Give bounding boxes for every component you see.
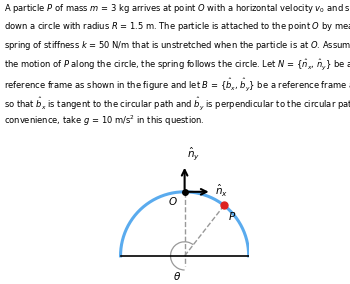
Text: A particle $P$ of mass $m$ = 3 kg arrives at point $O$ with a horizontal velocit: A particle $P$ of mass $m$ = 3 kg arrive… (4, 2, 350, 14)
Text: reference frame as shown in the figure and let $B$ = {$\hat{b}_x$, $\hat{b}_y$} : reference frame as shown in the figure a… (4, 76, 350, 93)
Text: $\hat{n}_x$: $\hat{n}_x$ (215, 183, 229, 199)
Text: $\theta$: $\theta$ (174, 270, 182, 283)
Text: down a circle with radius $R$ = 1.5 m. The particle is attached to the point $O$: down a circle with radius $R$ = 1.5 m. T… (4, 20, 350, 33)
Text: convenience, take $g$ = 10 m/s$^2$ in this question.: convenience, take $g$ = 10 m/s$^2$ in th… (4, 114, 205, 128)
Text: $\hat{n}_y$: $\hat{n}_y$ (187, 146, 200, 162)
Text: $O$: $O$ (168, 195, 178, 207)
Text: so that $\hat{b}_x$ is tangent to the circular path and $\hat{b}_y$ is perpendic: so that $\hat{b}_x$ is tangent to the ci… (4, 95, 350, 112)
Text: the motion of $P$ along the circle, the spring follows the circle. Let $N$ = {$\: the motion of $P$ along the circle, the … (4, 58, 350, 72)
Text: $P$: $P$ (228, 210, 236, 222)
Text: spring of stiffness $k$ = 50 N/m that is unstretched when the particle is at $O$: spring of stiffness $k$ = 50 N/m that is… (4, 39, 350, 52)
